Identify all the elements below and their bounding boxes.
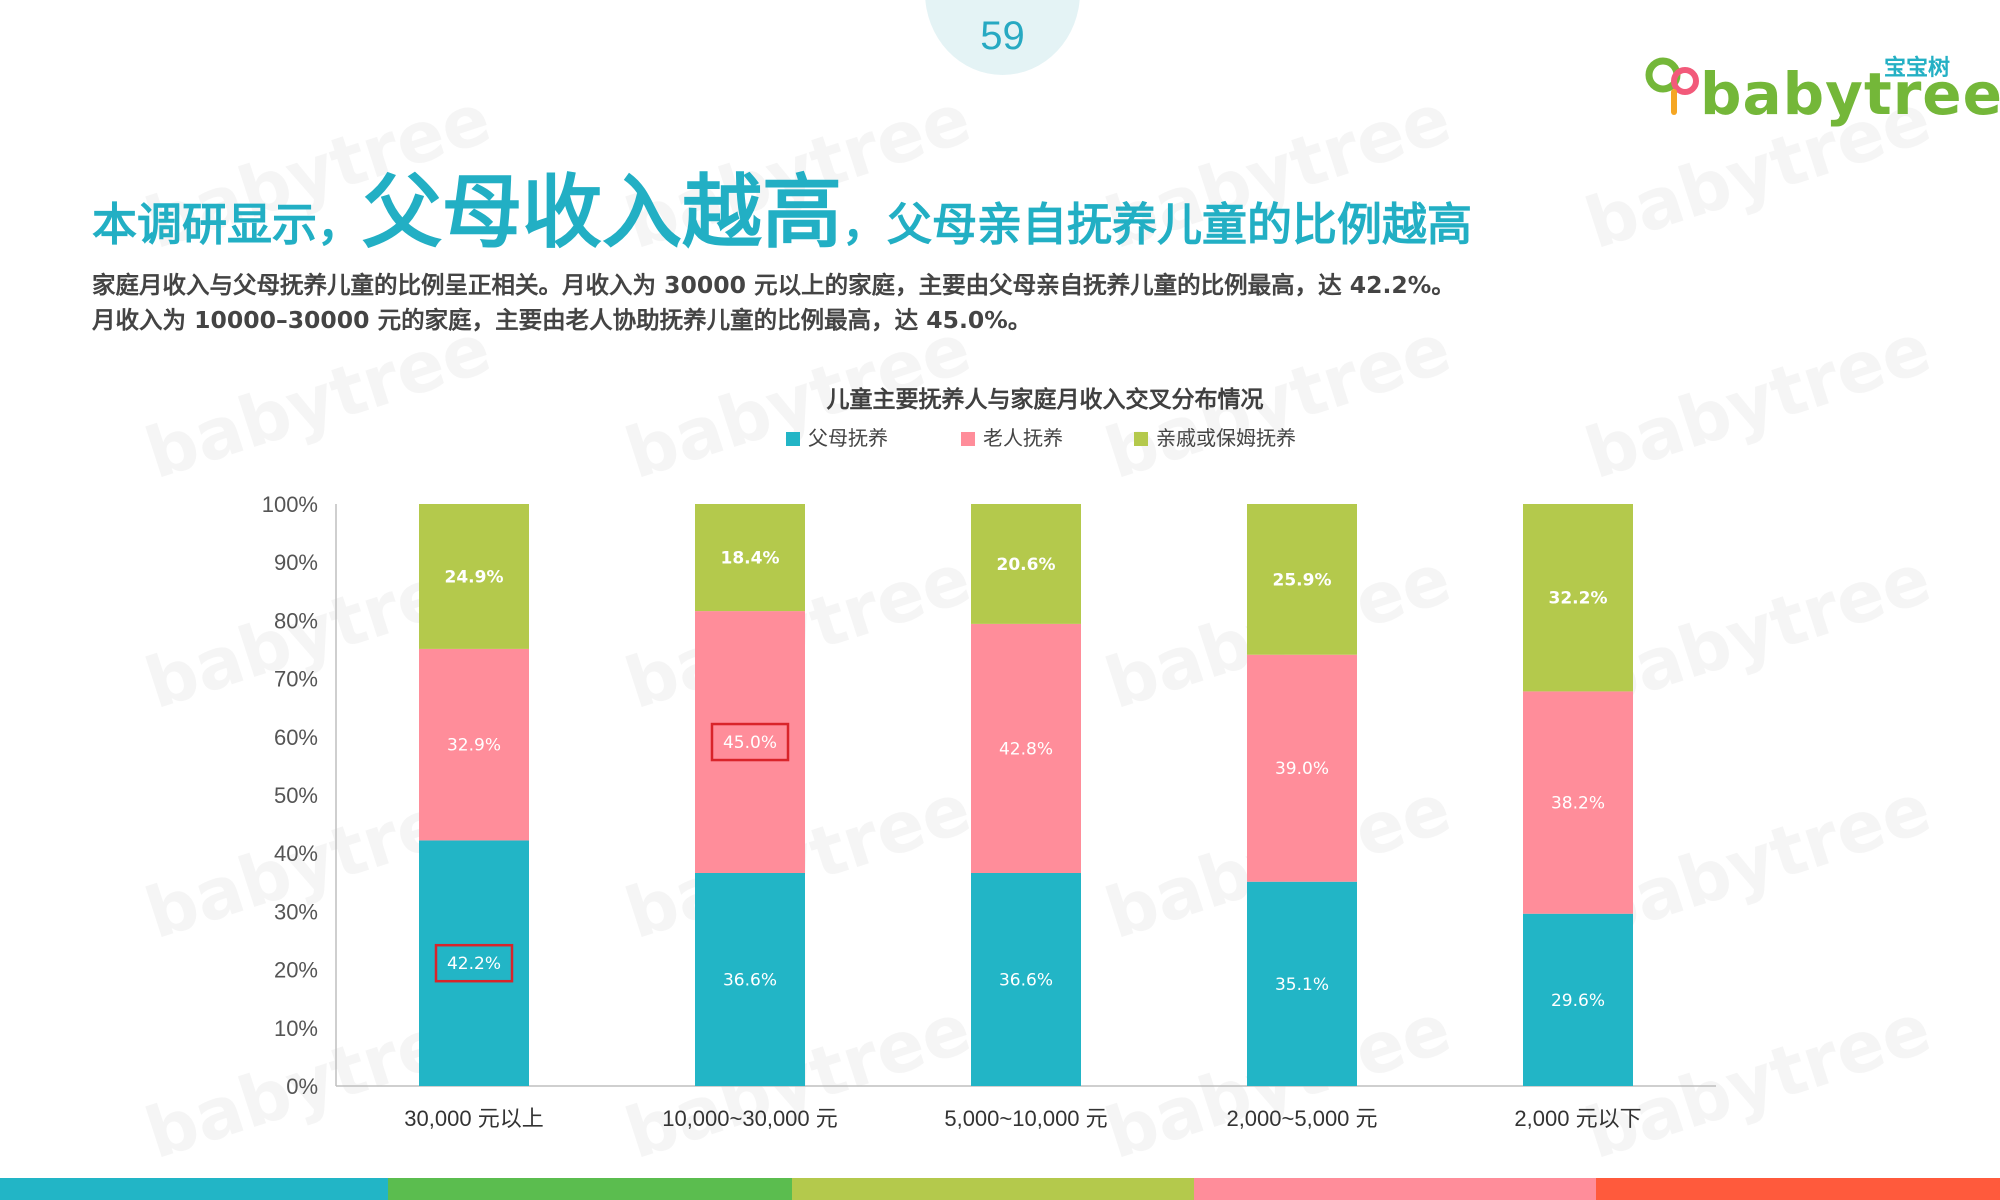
x-tick-label: 2,000~5,000 元 xyxy=(1226,1106,1377,1131)
x-tick-label: 30,000 元以上 xyxy=(404,1106,543,1131)
bar-segment xyxy=(1523,691,1633,914)
babytree-logo-icon xyxy=(1645,57,1699,115)
footer-stripe xyxy=(388,1178,792,1200)
y-tick-label: 30% xyxy=(274,899,318,924)
y-tick-label: 90% xyxy=(274,550,318,575)
data-label: 42.8% xyxy=(999,739,1053,759)
data-label: 45.0% xyxy=(723,733,777,753)
title-emphasis: 父母收入越高 xyxy=(362,166,843,259)
data-label: 20.6% xyxy=(997,555,1056,575)
data-label: 36.6% xyxy=(723,970,777,990)
description-text: 家庭月收入与父母抚养儿童的比例呈正相关。月收入为 30000 元以上的家庭，主要… xyxy=(92,271,1455,334)
legend-label: 老人抚养 xyxy=(983,426,1063,450)
bar-segment xyxy=(1523,913,1633,1086)
x-tick-label: 10,000~30,000 元 xyxy=(662,1106,838,1131)
legend-swatch xyxy=(961,432,975,446)
data-label: 25.9% xyxy=(1273,570,1332,590)
bar-segment xyxy=(695,504,805,612)
bar-segment xyxy=(1247,654,1357,882)
bar-segment xyxy=(971,623,1081,873)
bar-segment xyxy=(695,872,805,1086)
y-tick-label: 40% xyxy=(274,841,318,866)
y-tick-label: 80% xyxy=(274,608,318,633)
bar-segment xyxy=(419,840,529,1086)
y-tick-label: 0% xyxy=(286,1074,318,1099)
logo-chinese: 宝宝树 xyxy=(1883,56,1950,81)
data-label: 32.2% xyxy=(1549,589,1608,609)
y-tick-label: 60% xyxy=(274,725,318,750)
y-tick-label: 10% xyxy=(274,1016,318,1041)
data-label: 39.0% xyxy=(1275,759,1329,779)
legend-swatch xyxy=(786,432,800,446)
data-label: 18.4% xyxy=(721,549,780,569)
bar-segment xyxy=(419,648,529,841)
legend-swatch xyxy=(1134,432,1148,446)
y-tick-label: 20% xyxy=(274,958,318,983)
legend-label: 亲戚或保姆抚养 xyxy=(1156,426,1296,450)
data-label: 36.6% xyxy=(999,970,1053,990)
bar-segment xyxy=(695,611,805,873)
data-label: 38.2% xyxy=(1551,794,1605,814)
footer-stripe xyxy=(792,1178,1194,1200)
page-number: 59 xyxy=(980,14,1025,58)
legend-label: 父母抚养 xyxy=(808,426,888,450)
bar-segment xyxy=(1247,881,1357,1086)
bar-segment xyxy=(1247,504,1357,655)
y-tick-label: 70% xyxy=(274,667,318,692)
legend-item-grandparents: 老人抚养 xyxy=(961,422,1063,451)
chart-title: 儿童主要抚养人与家庭月收入交叉分布情况 xyxy=(826,387,1264,413)
data-label: 32.9% xyxy=(447,736,501,756)
data-label: 24.9% xyxy=(445,567,504,587)
legend-item-parents: 父母抚养 xyxy=(786,422,888,451)
bar-segment xyxy=(971,504,1081,624)
title-part-3: ，父母亲自抚养儿童的比例越高 xyxy=(842,198,1473,251)
footer-stripe xyxy=(1194,1178,1596,1200)
x-tick-label: 2,000 元以下 xyxy=(1514,1106,1641,1131)
y-tick-label: 50% xyxy=(274,783,318,808)
page-title: 本调研显示，父母收入越高，父母亲自抚养儿童的比例越高 xyxy=(92,148,1472,264)
title-part-1: 本调研显示， xyxy=(92,198,363,251)
bar-segment xyxy=(971,872,1081,1086)
footer-stripe xyxy=(0,1178,388,1200)
logo-wordmark: babytree xyxy=(1700,60,2000,128)
x-tick-label: 5,000~10,000 元 xyxy=(944,1106,1107,1131)
y-tick-label: 100% xyxy=(262,492,318,517)
data-label: 42.2% xyxy=(447,954,501,974)
bar-segment xyxy=(419,504,529,649)
highlight-box xyxy=(434,943,514,983)
bar-segment xyxy=(1523,504,1633,692)
legend-item-relatives: 亲戚或保姆抚养 xyxy=(1134,422,1296,451)
data-label: 29.6% xyxy=(1551,991,1605,1011)
highlight-box xyxy=(710,722,790,762)
data-label: 35.1% xyxy=(1275,975,1329,995)
footer-stripe xyxy=(1596,1178,2000,1200)
